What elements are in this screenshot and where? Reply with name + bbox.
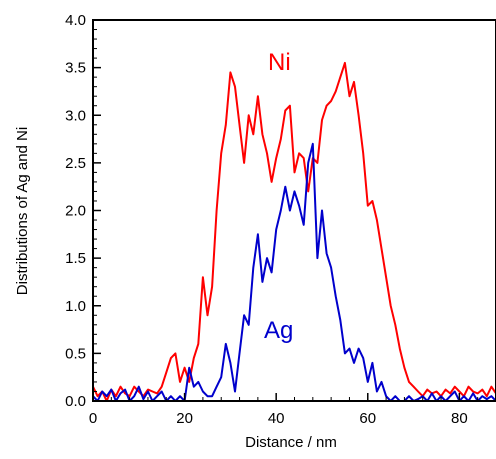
y-tick-label: 1.5 xyxy=(65,250,86,267)
y-tick-label: 1.0 xyxy=(65,298,86,315)
y-tick-label: 0.5 xyxy=(65,345,86,362)
x-tick-label: 60 xyxy=(359,410,376,427)
y-tick-label: 3.5 xyxy=(65,60,86,77)
y-tick-label: 0.0 xyxy=(65,393,86,410)
series-layer xyxy=(92,61,496,402)
x-axis-title: Distance / nm xyxy=(245,434,337,451)
x-tick-label: 20 xyxy=(176,410,193,427)
x-tick-label: 0 xyxy=(89,410,97,427)
y-tick-label: 2.0 xyxy=(65,203,86,220)
y-tick-label: 2.5 xyxy=(65,155,86,172)
y-axis-title: Distributions of Ag and Ni xyxy=(14,127,31,295)
x-tick-label: 40 xyxy=(268,410,285,427)
series-line-ag xyxy=(92,142,496,402)
x-tick-label: 80 xyxy=(451,410,468,427)
series-label-ag: Ag xyxy=(264,317,293,344)
tick-labels-layer: 0.0 0.5 1.0 1.5 2.0 2.5 3.0 3.5 4.0 0 20 40 60 80 xyxy=(65,12,468,427)
plot-frame xyxy=(92,19,496,402)
series-label-ni: Ni xyxy=(268,49,291,76)
y-tick-label: 4.0 xyxy=(65,12,86,29)
series-line-ni xyxy=(92,61,496,402)
y-tick-label: 3.0 xyxy=(65,107,86,124)
ticks-layer xyxy=(92,19,479,402)
